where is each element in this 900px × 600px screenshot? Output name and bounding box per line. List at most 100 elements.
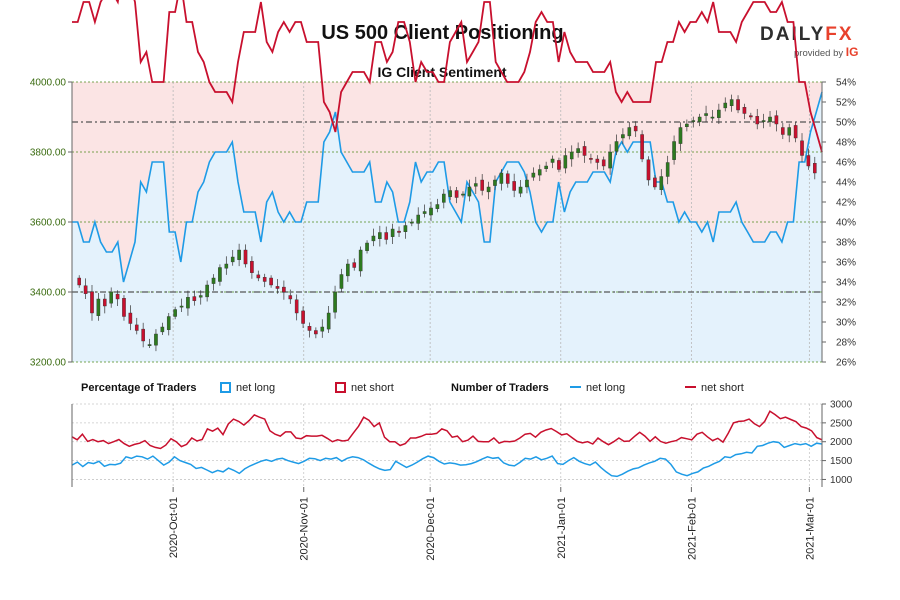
candle-body bbox=[768, 116, 772, 123]
candle-body bbox=[595, 158, 600, 163]
candle-body bbox=[390, 228, 395, 237]
candle-body bbox=[621, 134, 625, 139]
legend-num-short: net short bbox=[701, 382, 744, 394]
legend-pct-long: net long bbox=[236, 382, 275, 394]
candle-body bbox=[269, 277, 273, 286]
candle-body bbox=[537, 169, 542, 176]
left-tick-label: 4000.00 bbox=[30, 78, 67, 89]
net-short-pct-line bbox=[72, 0, 823, 153]
right-tick-label: 42% bbox=[836, 198, 856, 209]
candle-body bbox=[729, 99, 734, 107]
x-tick-label: 2021-Jan-01 bbox=[556, 497, 568, 559]
candle-body bbox=[282, 286, 286, 293]
candle-body bbox=[358, 249, 363, 272]
candle-body bbox=[307, 326, 312, 331]
left-tick-label: 3800.00 bbox=[30, 148, 67, 159]
left-tick-label: 3400.00 bbox=[30, 288, 67, 299]
right-tick-label: 54% bbox=[836, 78, 856, 89]
logo-ig: IG bbox=[845, 45, 859, 59]
right-tick-label: 28% bbox=[836, 338, 856, 349]
left-tick-label: 3600.00 bbox=[30, 218, 67, 229]
candle-body bbox=[793, 125, 798, 139]
x-tick-label: 2020-Oct-01 bbox=[168, 497, 180, 558]
number-of-traders-panel: 1000 1500 2000 2500 3000 bbox=[71, 400, 853, 487]
candle-body bbox=[166, 316, 171, 331]
candle-body bbox=[800, 140, 804, 156]
right-tick-label: 44% bbox=[836, 178, 856, 189]
candle-body bbox=[672, 141, 676, 160]
candle-body bbox=[403, 225, 408, 232]
x-tick-label: 2020-Dec-01 bbox=[425, 497, 437, 561]
candle-body bbox=[563, 155, 568, 169]
right-tick-label: 48% bbox=[836, 138, 856, 149]
logo-wordmark: DAILYFX bbox=[760, 24, 870, 46]
candle-body bbox=[781, 127, 785, 135]
legend-pct-short-swatch bbox=[335, 382, 346, 393]
candle-body bbox=[608, 151, 612, 169]
net-long-count-line bbox=[71, 440, 823, 478]
candle-body bbox=[141, 328, 145, 342]
candle-body bbox=[378, 232, 382, 240]
right-tick-label: 38% bbox=[836, 238, 856, 249]
candle-body bbox=[493, 179, 497, 186]
bottom-tick-label: 2000 bbox=[830, 437, 853, 448]
candle-body bbox=[550, 158, 555, 163]
candle-body bbox=[576, 148, 580, 153]
x-tick-label: 2021-Feb-01 bbox=[686, 497, 698, 560]
bottom-tick-label: 1000 bbox=[830, 475, 853, 486]
candle-body bbox=[410, 221, 414, 224]
candle-body bbox=[717, 109, 721, 118]
candle-body bbox=[186, 297, 190, 309]
candle-body bbox=[525, 179, 529, 188]
candle-body bbox=[333, 291, 337, 313]
candle-body bbox=[134, 324, 139, 331]
candle-body bbox=[614, 141, 619, 152]
x-axis: 2020-Oct-01 2020-Nov-01 2020-Dec-01 2021-Ja… bbox=[168, 487, 816, 561]
candle-body bbox=[294, 299, 299, 314]
right-tick-label: 36% bbox=[836, 258, 856, 269]
candle-body bbox=[787, 127, 792, 136]
candle-body bbox=[653, 177, 657, 188]
candle-body bbox=[633, 125, 638, 132]
net-short-count-line bbox=[71, 410, 823, 450]
candle-body bbox=[102, 298, 107, 307]
candle-body bbox=[77, 277, 81, 286]
candle-body bbox=[250, 261, 254, 273]
candle-body bbox=[461, 193, 465, 196]
candle-body bbox=[544, 165, 548, 169]
candle-body bbox=[109, 291, 113, 304]
candle-body bbox=[665, 162, 670, 177]
logo-brand: DAILY bbox=[760, 24, 826, 45]
candle-body bbox=[806, 155, 811, 167]
candle-body bbox=[467, 186, 472, 197]
price-sentiment-panel: 3200.00 3400.00 3600.00 3800.00 4000.00 26% 28… bbox=[30, 0, 856, 369]
candle-body bbox=[115, 293, 120, 300]
legend-pct-long-swatch bbox=[220, 382, 231, 393]
legend: Percentage of Traders net long net short… bbox=[81, 382, 744, 394]
candle-body bbox=[346, 263, 350, 277]
candle-body bbox=[742, 106, 747, 114]
logo-provided-by: provided by bbox=[794, 48, 844, 59]
candle-body bbox=[685, 123, 689, 127]
candle-body bbox=[352, 262, 357, 268]
left-tick-label: 3200.00 bbox=[30, 358, 67, 369]
x-tick-label: 2020-Nov-01 bbox=[299, 497, 311, 561]
candle-body bbox=[237, 249, 241, 261]
candle-body bbox=[192, 296, 197, 301]
candle-body bbox=[179, 305, 184, 308]
candle-body bbox=[531, 172, 536, 178]
candle-body bbox=[243, 249, 248, 265]
right-tick-label: 46% bbox=[836, 158, 856, 169]
candle-body bbox=[218, 267, 222, 282]
candle-body bbox=[749, 115, 753, 118]
net-long-pct-line bbox=[72, 91, 823, 283]
right-tick-label: 52% bbox=[836, 98, 856, 109]
chart-subtitle: IG Client Sentiment bbox=[377, 64, 507, 80]
candle-body bbox=[704, 113, 708, 116]
candle-body bbox=[601, 159, 606, 167]
candle-body bbox=[83, 285, 88, 294]
candle-body bbox=[486, 186, 491, 193]
right-tick-label: 40% bbox=[836, 218, 856, 229]
candle-body bbox=[371, 235, 376, 242]
candle-body bbox=[288, 295, 293, 300]
